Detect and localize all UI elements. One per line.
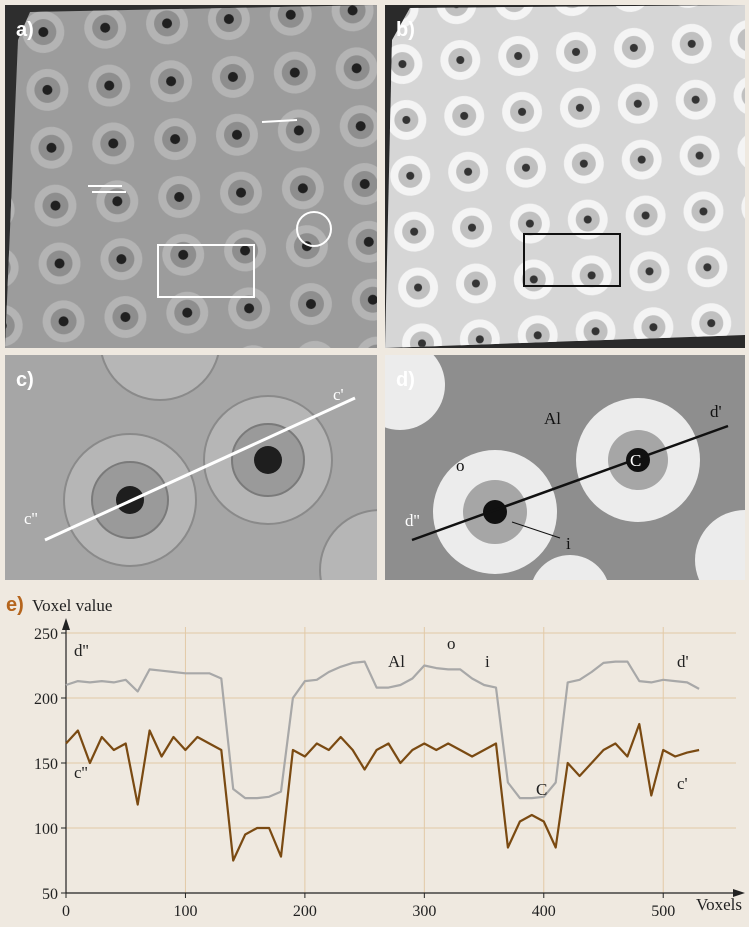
annotation: Al <box>544 409 561 428</box>
annotation: c'' <box>24 509 38 528</box>
panel-label: e) <box>6 594 24 616</box>
x-tick-label: 400 <box>532 903 556 920</box>
panel-label: d) <box>396 369 415 391</box>
panel-label: b) <box>396 19 415 41</box>
annotation: o <box>447 634 456 653</box>
annotation: Al <box>388 652 405 671</box>
panel-label: c) <box>16 369 34 391</box>
x-tick-label: 300 <box>412 903 436 920</box>
y-axis-arrow <box>62 618 70 630</box>
annotation: i <box>485 652 490 671</box>
y-tick-label: 50 <box>42 886 58 903</box>
panel-b-image <box>385 5 745 348</box>
annotation: c' <box>333 385 344 404</box>
annotation: d' <box>677 652 689 671</box>
series-label: c'' <box>74 763 88 782</box>
plot: 0 100 200 300 400 500 50 100 150 200 250 d'' c'' d' c'… <box>34 618 745 920</box>
annotation: c' <box>677 774 688 793</box>
annotation: d'' <box>405 511 420 530</box>
x-tick-label: 500 <box>651 903 675 920</box>
y-tick-label: 150 <box>34 756 58 773</box>
y-axis-label: Voxel value <box>32 596 112 615</box>
x-axis-label: Voxels <box>696 895 742 914</box>
x-tick-label: 200 <box>293 903 317 920</box>
annotation: i <box>566 534 571 553</box>
series-label: d'' <box>74 641 89 660</box>
annotation: o <box>456 456 465 475</box>
figure: a) b) c) c' c'' d) d' d'' <box>0 0 749 927</box>
panel-label: a) <box>16 19 34 41</box>
page: {"panels": { "a": {"label": "a)"}, "b": … <box>0 0 749 927</box>
annotation: C <box>536 780 547 799</box>
series-line <box>66 662 699 799</box>
annotation: d' <box>710 402 722 421</box>
series-line <box>66 724 699 861</box>
y-tick-label: 250 <box>34 626 58 643</box>
annotation: C <box>630 451 641 470</box>
y-tick-label: 100 <box>34 821 58 838</box>
x-tick-label: 100 <box>173 903 197 920</box>
panel-a-image <box>5 5 380 348</box>
x-tick-label: 0 <box>62 903 70 920</box>
y-tick-label: 200 <box>34 691 58 708</box>
